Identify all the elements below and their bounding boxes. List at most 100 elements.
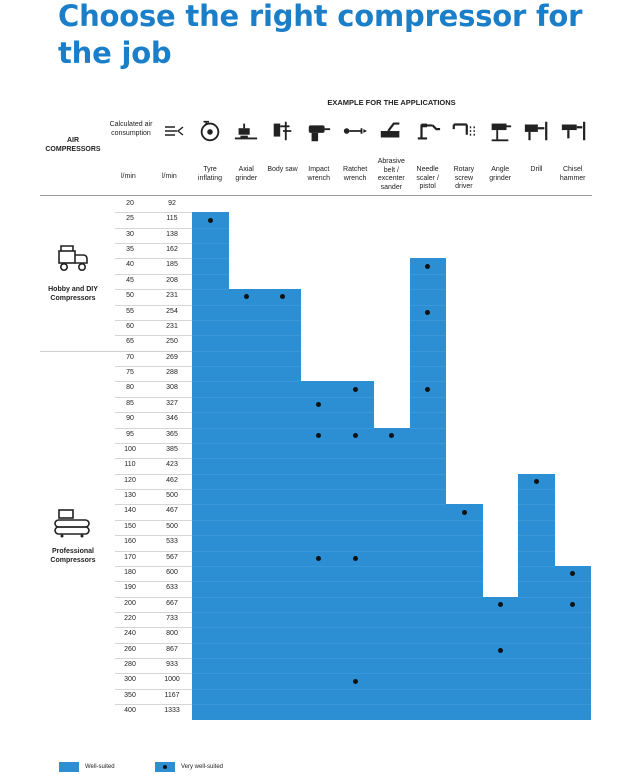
bar-row-separator	[300, 642, 338, 644]
ratchet-wrench-icon	[343, 128, 368, 134]
bar-row-separator	[300, 611, 338, 613]
bar-row-separator	[300, 704, 338, 706]
unit-label-left: l/min	[121, 173, 136, 180]
bar-row-separator	[518, 611, 556, 613]
bar-row-separator	[373, 611, 411, 613]
row-lmin-value: 130	[124, 492, 136, 500]
well-suited-bar-0	[192, 212, 229, 720]
bar-row-separator	[373, 519, 411, 521]
bar-row-separator	[228, 458, 266, 460]
row-consumption-value: 208	[166, 276, 178, 284]
bar-row-separator	[192, 611, 229, 613]
bar-row-separator	[228, 642, 266, 644]
well-suited-bar-7	[445, 504, 483, 720]
well-suited-bar-5	[373, 427, 411, 720]
very-well-suited-dot	[316, 555, 322, 561]
row-consumption-value: 288	[166, 369, 178, 377]
bar-row-separator	[482, 627, 519, 629]
bar-row-separator	[264, 489, 302, 491]
column-header-rotary-screw-driver: Rotary screw driver	[453, 166, 475, 190]
row-consumption-value: 800	[166, 630, 178, 638]
page-title: Choose the right compressor for the job	[58, 0, 583, 70]
bar-row-separator	[192, 535, 229, 537]
legend-very-well-suited-swatch	[155, 762, 175, 772]
bar-row-separator	[373, 473, 411, 475]
row-separator	[115, 289, 192, 291]
row-consumption-value: 327	[166, 399, 178, 407]
column-header-needle-scaler-pistol: Needle scaler / pistol	[416, 166, 439, 190]
chisel-hammer-icon	[561, 121, 585, 141]
row-consumption-value: 867	[166, 645, 178, 653]
row-separator	[115, 596, 192, 598]
bar-row-separator	[518, 596, 556, 598]
row-separator	[115, 489, 192, 491]
row-consumption-value: 500	[166, 492, 178, 500]
bar-row-separator	[300, 565, 338, 567]
very-well-suited-dot	[388, 432, 394, 438]
bar-row-separator	[300, 396, 338, 398]
row-separator	[115, 504, 192, 506]
bar-row-separator	[482, 611, 519, 613]
bar-row-separator	[300, 688, 338, 690]
bar-row-separator	[228, 627, 266, 629]
bar-row-separator	[264, 366, 302, 368]
row-consumption-value: 385	[166, 445, 178, 453]
bar-row-separator	[192, 596, 229, 598]
very-well-suited-dot	[461, 509, 467, 515]
row-lmin-value: 20	[126, 200, 134, 207]
row-lmin-value: 170	[124, 553, 136, 561]
airflow-icon	[165, 126, 184, 136]
bar-row-separator	[445, 611, 483, 613]
bar-row-separator	[445, 642, 483, 644]
bar-row-separator	[264, 427, 302, 429]
row-separator	[115, 473, 192, 475]
row-lmin-value: 140	[124, 507, 136, 515]
screw-driver-icon	[452, 123, 475, 137]
row-separator	[115, 673, 192, 675]
bar-row-separator	[337, 504, 374, 506]
bar-row-separator	[373, 535, 411, 537]
row-lmin-value: 350	[124, 691, 136, 699]
bar-row-separator	[554, 688, 592, 690]
row-lmin-value: 35	[126, 246, 134, 254]
row-separator	[115, 412, 192, 414]
very-well-suited-dot	[570, 571, 576, 577]
row-separator	[115, 396, 192, 398]
bar-row-separator	[228, 489, 266, 491]
row-lmin-value: 280	[124, 661, 136, 669]
bar-row-separator	[228, 304, 266, 306]
bar-row-separator	[192, 442, 229, 444]
row-lmin-value: 90	[126, 415, 134, 423]
row-separator	[115, 642, 192, 644]
bar-row-separator	[192, 396, 229, 398]
row-consumption-value: 462	[166, 476, 178, 484]
bar-row-separator	[373, 642, 411, 644]
row-lmin-value: 75	[126, 369, 134, 377]
bar-row-separator	[192, 366, 229, 368]
very-well-suited-dot	[425, 309, 431, 315]
bar-row-separator	[554, 658, 592, 660]
bar-row-separator	[409, 596, 447, 598]
row-consumption-value: 933	[166, 661, 178, 669]
bar-row-separator	[228, 335, 266, 337]
bar-row-separator	[445, 658, 483, 660]
bar-row-separator	[192, 227, 229, 229]
bar-row-separator	[228, 673, 266, 675]
bar-row-separator	[192, 642, 229, 644]
row-consumption-value: 733	[166, 614, 178, 622]
row-lmin-value: 45	[126, 276, 134, 284]
bar-row-separator	[300, 673, 338, 675]
bar-row-separator	[228, 688, 266, 690]
bar-row-separator	[373, 565, 411, 567]
very-well-suited-dot	[316, 401, 322, 407]
bar-row-separator	[228, 596, 266, 598]
row-separator	[115, 366, 192, 368]
bar-row-separator	[337, 458, 374, 460]
row-lmin-value: 220	[124, 614, 136, 622]
bar-row-separator	[300, 473, 338, 475]
bar-row-separator	[409, 442, 447, 444]
bar-row-separator	[228, 704, 266, 706]
bar-row-separator	[409, 381, 447, 383]
bar-row-separator	[445, 596, 483, 598]
bar-row-separator	[373, 688, 411, 690]
